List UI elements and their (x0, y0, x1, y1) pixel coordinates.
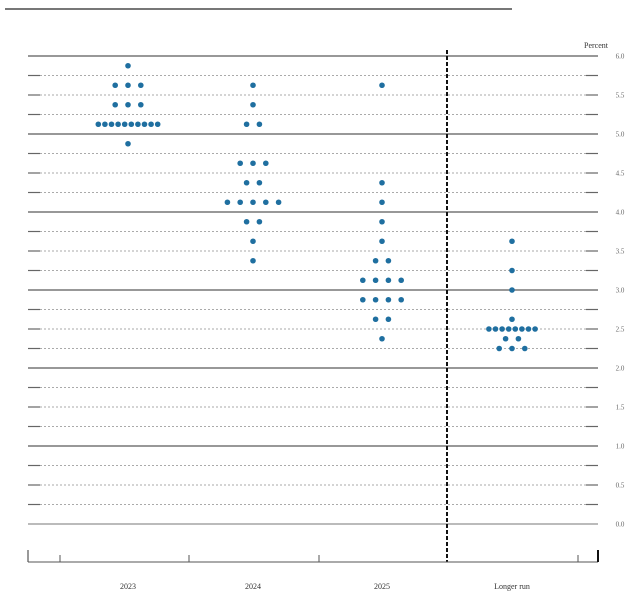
dot (263, 199, 269, 206)
dot (243, 218, 250, 225)
dot (224, 199, 231, 206)
dot (154, 121, 161, 128)
dot (112, 82, 118, 89)
dot (250, 199, 256, 206)
y-tick-label: 1.5 (616, 404, 625, 412)
dot (509, 238, 515, 245)
dot (121, 121, 128, 128)
x-tick-label: Longer run (494, 582, 530, 591)
dot (496, 345, 503, 352)
y-axis-ticks: 6.0 5.5 5.0 4.5 4.0 3.5 3.0 2.5 2.0 1.5 1.0 0.5 0.0 (616, 53, 625, 529)
dot (385, 277, 392, 284)
dot (379, 238, 385, 245)
y-tick-label: 2.0 (616, 365, 625, 373)
dots (95, 62, 538, 352)
dot (360, 296, 366, 303)
dot (385, 296, 392, 303)
dot (237, 199, 243, 206)
dot (125, 101, 131, 108)
top-rule (5, 8, 512, 10)
dot (256, 179, 263, 186)
dot (95, 121, 102, 128)
dot (115, 121, 121, 128)
dot (141, 121, 148, 128)
dot (509, 345, 515, 352)
dot (275, 199, 282, 206)
dot (398, 296, 405, 303)
dot (256, 218, 263, 225)
dot (138, 101, 144, 108)
dot (108, 121, 115, 128)
gridlines (28, 55, 598, 525)
dot (250, 238, 256, 245)
dot (512, 326, 519, 332)
dot (379, 335, 385, 342)
dot (372, 257, 379, 264)
dot (379, 82, 385, 89)
y-tick-label: 0.0 (616, 521, 625, 529)
dot (372, 277, 379, 284)
dot (256, 121, 263, 128)
dot (525, 326, 532, 332)
dot (263, 160, 269, 167)
dot (492, 326, 499, 332)
x-axis-labels: 2023 2024 2025 Longer run (120, 582, 530, 591)
dot (379, 179, 385, 186)
dot (125, 62, 131, 69)
dot (379, 199, 385, 206)
dot (243, 121, 250, 128)
dot (372, 296, 379, 303)
dot (519, 326, 525, 332)
y-tick-label: 3.5 (616, 248, 625, 256)
dot (372, 316, 379, 323)
dot (502, 335, 509, 342)
dot (112, 101, 118, 108)
dot (102, 121, 108, 128)
y-axis-unit-label: Percent (584, 41, 609, 50)
y-tick-label: 3.0 (616, 287, 625, 295)
y-tick-label: 5.0 (616, 131, 625, 139)
dot (398, 277, 405, 284)
y-tick-label: 6.0 (616, 53, 625, 61)
dot (237, 160, 243, 167)
dot (385, 316, 392, 323)
dot (505, 326, 512, 332)
y-tick-label: 4.0 (616, 209, 625, 217)
dot (125, 82, 131, 89)
dot (243, 179, 250, 186)
dot (135, 121, 141, 128)
x-tick-label: 2024 (245, 582, 261, 591)
dot (148, 121, 154, 128)
dot (385, 257, 392, 264)
dot (250, 257, 256, 264)
dot (486, 326, 492, 332)
dot (125, 140, 131, 147)
y-tick-label: 2.5 (616, 326, 625, 334)
y-tick-label: 5.5 (616, 92, 625, 100)
dot (532, 326, 538, 332)
y-tick-label: 0.5 (616, 482, 625, 490)
dot (128, 121, 135, 128)
dot (360, 277, 366, 284)
dot (379, 218, 385, 225)
dot (250, 101, 256, 108)
dot (250, 82, 256, 89)
dot (499, 326, 505, 332)
dot (509, 316, 515, 323)
y-tick-label: 4.5 (616, 170, 625, 178)
dot (509, 267, 515, 274)
dot (515, 335, 522, 342)
x-tick-label: 2025 (374, 582, 390, 591)
x-axis (27, 550, 599, 563)
dot (509, 287, 515, 293)
y-tick-label: 1.0 (616, 443, 625, 451)
dot (250, 160, 256, 167)
dot (522, 345, 528, 352)
dot (138, 82, 144, 89)
x-tick-label: 2023 (120, 582, 136, 591)
